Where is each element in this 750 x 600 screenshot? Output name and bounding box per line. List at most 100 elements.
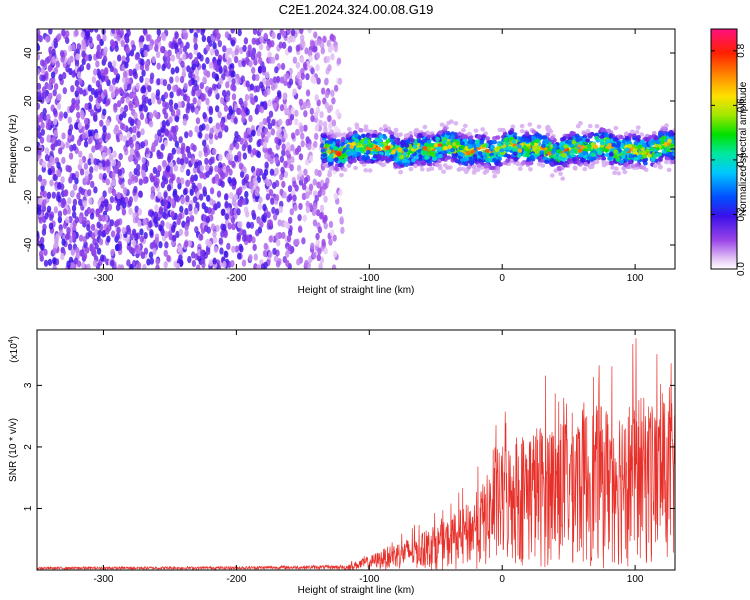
- heatmap-cell: [189, 215, 195, 223]
- heatmap-cell: [270, 56, 276, 64]
- heatmap-cell: [248, 135, 253, 143]
- heatmap-cell: [205, 215, 211, 224]
- heatmap-cell: [354, 147, 360, 152]
- heatmap-cell: [139, 228, 144, 236]
- heatmap-cell: [316, 181, 321, 189]
- heatmap-cell: [184, 223, 189, 231]
- heatmap-cell: [668, 130, 674, 135]
- heatmap-cell: [222, 89, 227, 97]
- heatmap-cell: [98, 51, 103, 60]
- heatmap-cell: [160, 181, 166, 189]
- heatmap-cell: [455, 141, 461, 146]
- heatmap-cell: [471, 164, 477, 169]
- heatmap-cell: [99, 119, 104, 127]
- heatmap-cell: [47, 168, 52, 176]
- heatmap-cell: [217, 161, 223, 170]
- heatmap-cell: [364, 128, 370, 133]
- heatmap-cell: [363, 124, 369, 129]
- heatmap-cell: [163, 261, 168, 269]
- heatmap-cell: [120, 40, 126, 48]
- heatmap-cell: [37, 121, 40, 129]
- heatmap-cell: [268, 189, 274, 197]
- heatmap-cell: [47, 119, 52, 127]
- heatmap-cell: [87, 129, 92, 137]
- heatmap-cell: [282, 191, 287, 199]
- heatmap-cell: [312, 251, 317, 259]
- heatmap-cell: [186, 65, 191, 73]
- heatmap-cell: [375, 146, 381, 152]
- heatmap-cell: [74, 29, 79, 37]
- heatmap-cell: [129, 147, 135, 156]
- heatmap-cell: [622, 150, 628, 155]
- heatmap-cell: [151, 56, 156, 64]
- heatmap-cell: [251, 236, 256, 244]
- heatmap-cell: [58, 111, 64, 119]
- heatmap-cell: [419, 167, 425, 172]
- heatmap-cell: [322, 121, 328, 129]
- heatmap-cell: [108, 84, 114, 92]
- heatmap-cell: [61, 71, 67, 80]
- heatmap-cell: [107, 186, 113, 194]
- heatmap-cell: [223, 230, 228, 239]
- heatmap-cell: [163, 50, 169, 58]
- heatmap-cell: [325, 55, 331, 63]
- heatmap-cell: [274, 167, 279, 175]
- heatmap-cell: [226, 242, 231, 250]
- heatmap-cell: [187, 255, 192, 264]
- heatmap-cell: [238, 162, 244, 170]
- x-tick-label: -200: [226, 273, 246, 284]
- heatmap-cell: [170, 67, 176, 75]
- heatmap-cell: [245, 108, 250, 116]
- x-tick-label: -200: [226, 574, 246, 585]
- heatmap-cell: [270, 128, 276, 136]
- heatmap-cell: [79, 249, 84, 257]
- heatmap-cell: [358, 128, 363, 133]
- heatmap-cell: [148, 251, 154, 259]
- heatmap-cell: [283, 220, 288, 228]
- heatmap-cell: [205, 123, 210, 131]
- heatmap-cell: [71, 204, 77, 212]
- heatmap-cell: [167, 230, 173, 238]
- heatmap-cell: [172, 221, 177, 229]
- heatmap-cell: [294, 109, 299, 117]
- heatmap-cell: [417, 132, 423, 138]
- heatmap-cell: [269, 168, 275, 176]
- heatmap-cell: [189, 188, 194, 196]
- heatmap-cell: [44, 212, 49, 220]
- heatmap-cell: [56, 182, 62, 190]
- heatmap-cell: [109, 219, 115, 227]
- heatmap-cell: [467, 139, 473, 145]
- heatmap-cell: [180, 196, 186, 204]
- heatmap-cell: [37, 148, 42, 156]
- heatmap-cell: [265, 79, 270, 87]
- heatmap-cell: [664, 156, 670, 161]
- snr-y-multiplier-base: (x10: [9, 343, 20, 363]
- heatmap-cell: [319, 204, 325, 212]
- heatmap-cell: [154, 38, 159, 47]
- heatmap-cell: [483, 164, 489, 169]
- heatmap-cell: [168, 116, 173, 124]
- heatmap-cell: [93, 164, 99, 172]
- heatmap-cell: [612, 153, 618, 158]
- heatmap-cell: [653, 136, 659, 141]
- heatmap-cell: [337, 77, 343, 85]
- heatmap-cell: [160, 143, 165, 151]
- heatmap-cell: [472, 153, 478, 159]
- heatmap-cell: [312, 178, 317, 186]
- heatmap-cell: [42, 190, 47, 198]
- heatmap-cell: [170, 210, 176, 219]
- heatmap-cell: [327, 64, 332, 72]
- heatmap-cell: [527, 122, 533, 127]
- heatmap-cell: [408, 166, 414, 172]
- heatmap-cell: [166, 55, 171, 64]
- heatmap-cell: [324, 101, 330, 110]
- heatmap-cell: [238, 46, 244, 55]
- heatmap-cell: [151, 141, 156, 150]
- heatmap-cell: [310, 75, 315, 84]
- heatmap-cell: [88, 197, 93, 205]
- heatmap-cell: [106, 148, 112, 156]
- heatmap-cell: [49, 213, 54, 222]
- heatmap-cell: [79, 168, 85, 176]
- heatmap-cell: [165, 171, 171, 179]
- heatmap-cell: [318, 119, 323, 127]
